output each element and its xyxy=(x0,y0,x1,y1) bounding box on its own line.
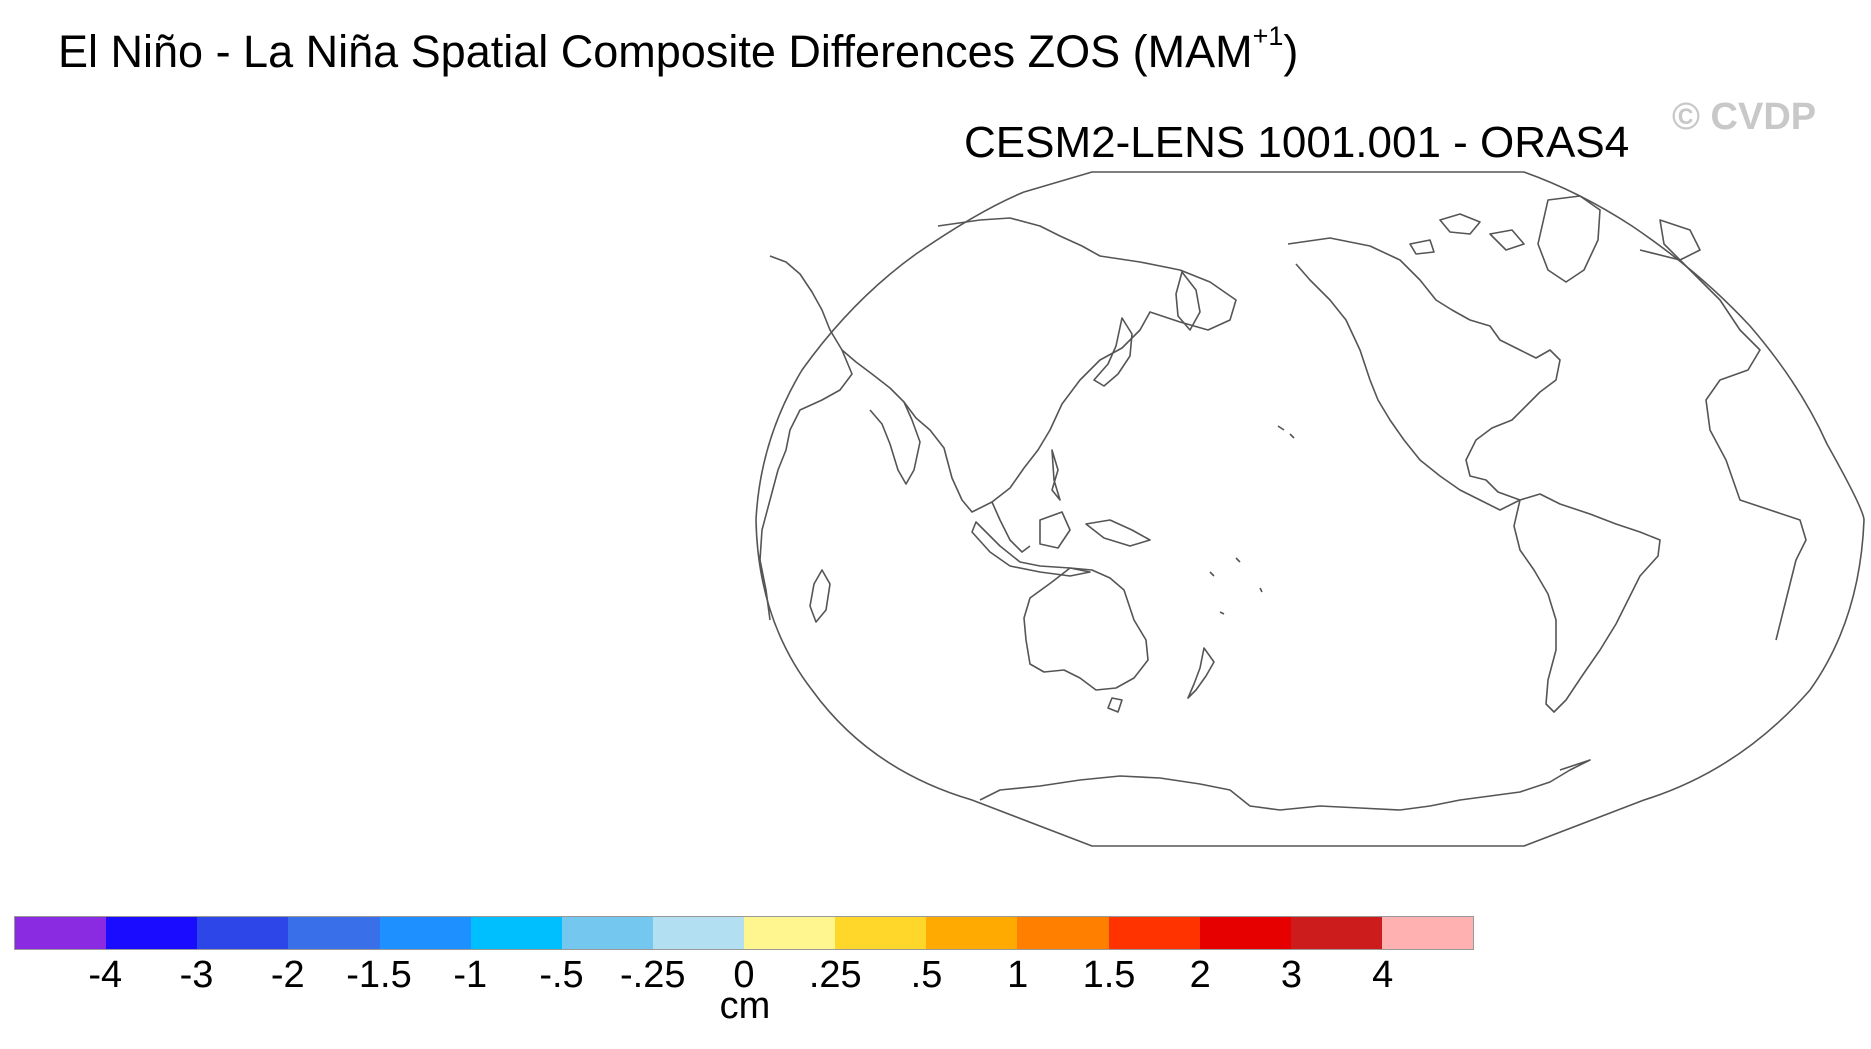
arabia-africa xyxy=(759,349,853,621)
hawaii xyxy=(1277,425,1295,439)
north-america xyxy=(1287,237,1561,511)
new-zealand xyxy=(1187,647,1215,699)
cvdp-watermark: © CVDP xyxy=(1672,96,1817,138)
colorbar-box xyxy=(1017,917,1109,949)
australia xyxy=(1023,567,1149,691)
title-text: El Niño - La Niña Spatial Composite Diff… xyxy=(58,26,1253,77)
madagascar xyxy=(809,569,831,623)
colorbar-label: 1 xyxy=(1007,954,1029,996)
globe-outline xyxy=(755,171,1865,847)
colorbar-box xyxy=(379,917,471,949)
colorbar-box xyxy=(197,917,289,949)
arctic-islands xyxy=(1409,213,1525,255)
colorbar-box xyxy=(106,917,198,949)
europe-africa-west xyxy=(1639,249,1807,641)
colorbar-label: -.25 xyxy=(620,954,686,996)
colorbar-label: -1 xyxy=(453,954,488,996)
colorbar-label: 0 xyxy=(733,954,755,996)
greenland xyxy=(1537,195,1601,283)
colorbar-label: -4 xyxy=(88,954,123,996)
colorbar-label: .5 xyxy=(910,954,943,996)
colorbar-units: cm xyxy=(719,985,771,1027)
colorbar-box xyxy=(835,917,927,949)
kamchatka xyxy=(1175,271,1201,331)
japan xyxy=(1093,317,1133,387)
colorbar-labels: -4 -3 -2 -1.5 -1 -.5 -.25 0 .25 .5 1 1.5 2 3 4 xyxy=(0,954,1871,1004)
colorbar-box xyxy=(1290,917,1382,949)
dataset-subtitle: CESM2-LENS 1001.001 - ORAS4 xyxy=(964,118,1630,167)
pacific-islands xyxy=(1209,557,1263,615)
philippines xyxy=(1051,449,1061,501)
colorbar-label: -3 xyxy=(179,954,214,996)
colorbar-box xyxy=(1108,917,1200,949)
se-asia xyxy=(991,501,1031,553)
colorbar-box xyxy=(1199,917,1291,949)
colorbar-box xyxy=(744,917,836,949)
colorbar-label: -1.5 xyxy=(346,954,412,996)
colorbar-box xyxy=(288,917,380,949)
tasmania xyxy=(1107,697,1123,713)
sumatra-java xyxy=(971,521,1091,577)
colorbar-label: 4 xyxy=(1372,954,1394,996)
colorbar-label: -.5 xyxy=(539,954,584,996)
asia-coast xyxy=(769,217,1237,513)
title-superscript: +1 xyxy=(1252,21,1284,51)
colorbar-box xyxy=(470,917,562,949)
south-america xyxy=(1513,493,1661,713)
title-close: ) xyxy=(1283,26,1299,77)
colorbar-box xyxy=(561,917,653,949)
colorbar-label: 3 xyxy=(1280,954,1303,996)
colorbar-label: 1.5 xyxy=(1082,954,1136,996)
colorbar-box xyxy=(1381,917,1473,949)
plot-title: El Niño - La Niña Spatial Composite Diff… xyxy=(58,21,1299,78)
colorbar-label: 2 xyxy=(1189,954,1211,996)
colorbar xyxy=(14,916,1474,950)
colorbar-label: -2 xyxy=(270,954,305,996)
antarctica xyxy=(979,759,1591,811)
india xyxy=(869,401,921,485)
borneo xyxy=(1039,511,1071,549)
new-guinea xyxy=(1085,519,1151,547)
colorbar-box xyxy=(926,917,1018,949)
colorbar-box xyxy=(15,917,107,949)
scandinavia xyxy=(1659,219,1701,261)
colorbar-label: .25 xyxy=(808,954,862,996)
colorbar-box xyxy=(652,917,744,949)
